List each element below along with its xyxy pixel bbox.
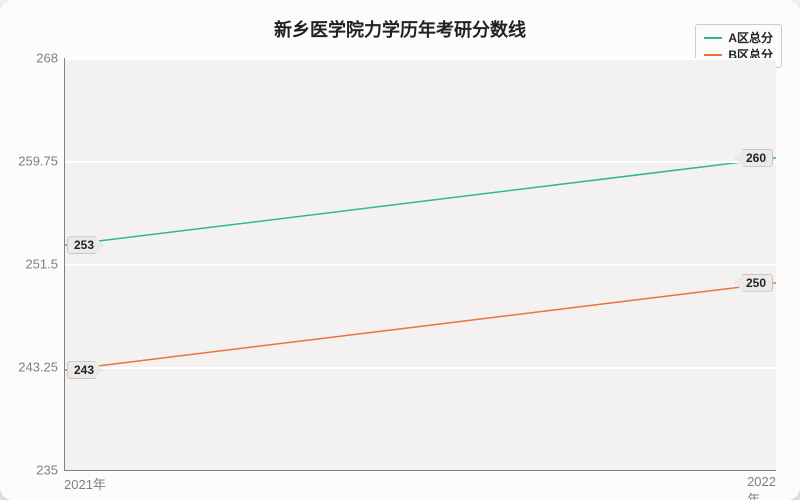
legend-label-a: A区总分 bbox=[728, 29, 773, 46]
plot-area: 235243.25251.5259.752682021年2022年2532602… bbox=[64, 58, 776, 470]
legend-swatch-b bbox=[704, 54, 722, 56]
gridline bbox=[64, 58, 776, 60]
x-tick-label: 2021年 bbox=[64, 474, 106, 493]
y-axis bbox=[64, 58, 65, 470]
y-tick-label: 259.75 bbox=[8, 154, 58, 169]
series-b-line bbox=[64, 283, 776, 370]
value-tag: 260 bbox=[735, 149, 773, 167]
y-tick-label: 243.25 bbox=[8, 360, 58, 375]
series-a-line bbox=[64, 158, 776, 245]
chart-container: 新乡医学院力学历年考研分数线 A区总分 B区总分 235243.25251.52… bbox=[0, 0, 800, 500]
chart-title: 新乡医学院力学历年考研分数线 bbox=[0, 16, 800, 42]
legend-item-a: A区总分 bbox=[704, 29, 773, 46]
x-tick-label: 2022年 bbox=[747, 474, 776, 500]
y-tick-label: 235 bbox=[8, 463, 58, 478]
value-tag: 250 bbox=[735, 274, 773, 292]
gridline bbox=[64, 367, 776, 369]
x-axis bbox=[64, 470, 776, 471]
gridline bbox=[64, 161, 776, 163]
legend-swatch-a bbox=[704, 37, 722, 39]
y-tick-label: 268 bbox=[8, 51, 58, 66]
y-tick-label: 251.5 bbox=[8, 257, 58, 272]
gridline bbox=[64, 264, 776, 266]
